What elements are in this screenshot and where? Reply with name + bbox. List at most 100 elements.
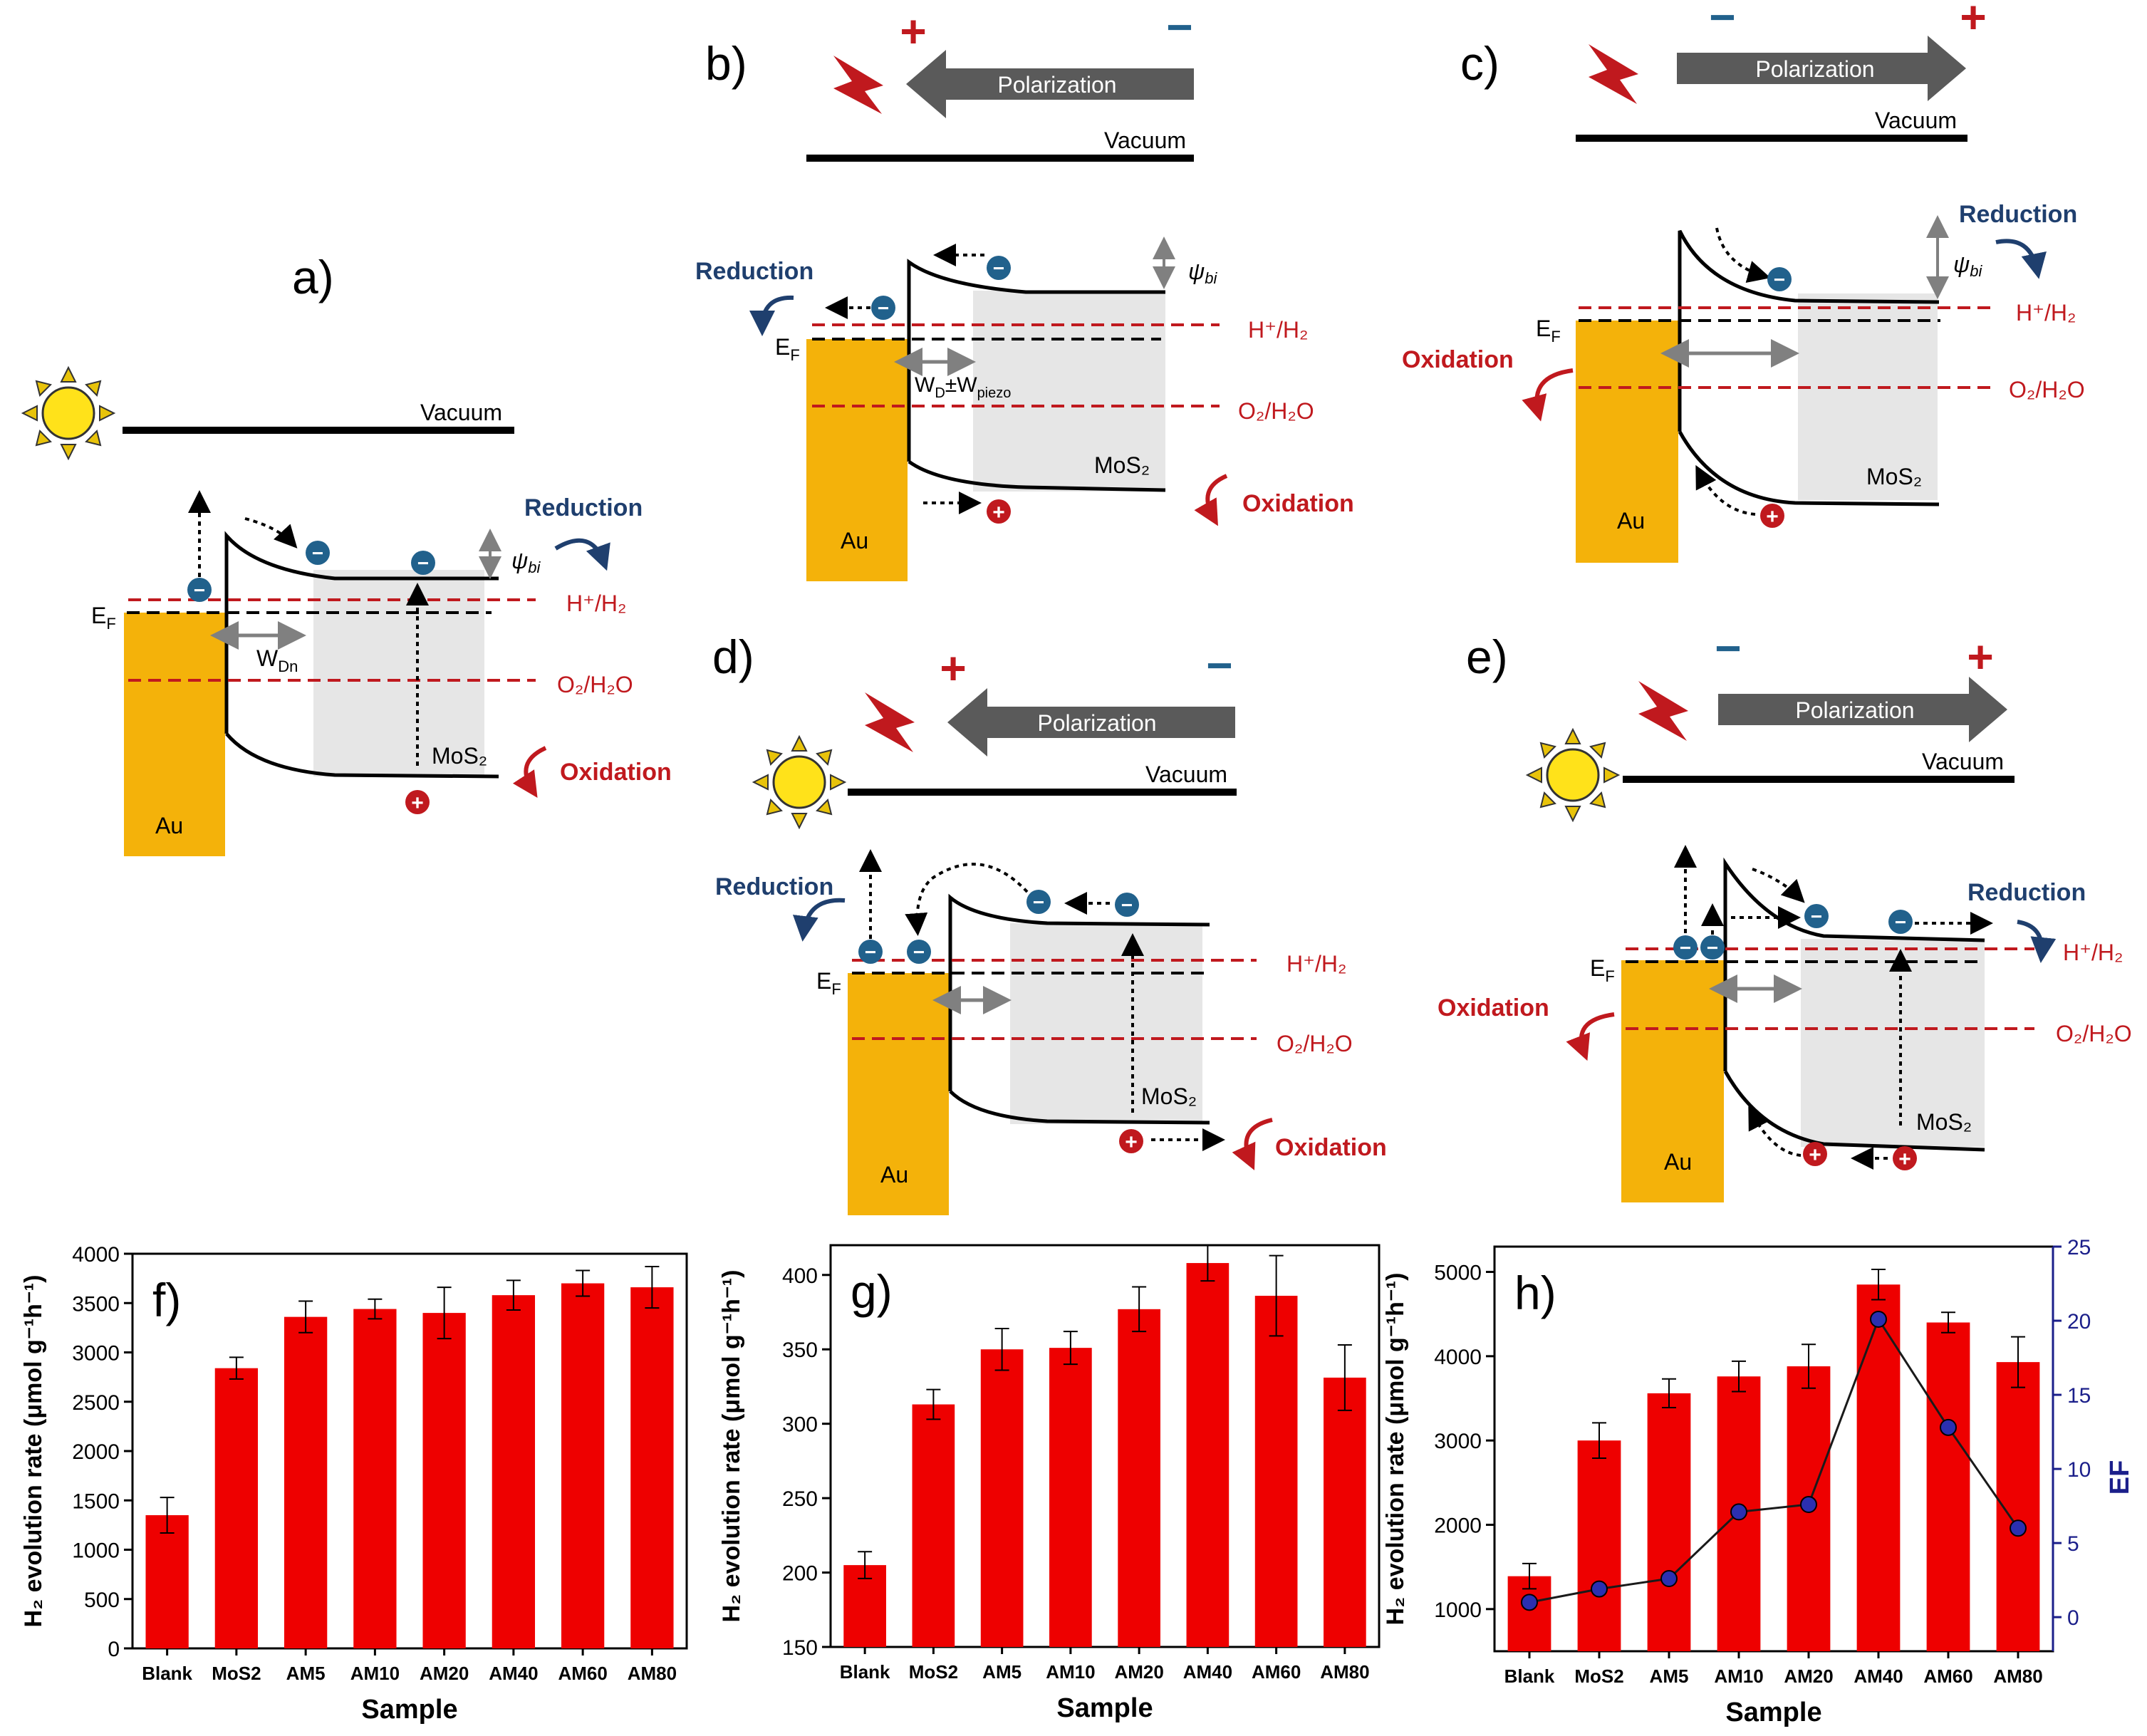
panel-label: f)	[152, 1274, 181, 1326]
au-label: Au	[1664, 1149, 1692, 1175]
bar	[1926, 1322, 1970, 1651]
ef-point	[1870, 1310, 1887, 1328]
y-tick-label: 2000	[1434, 1514, 1482, 1538]
bar	[630, 1287, 674, 1648]
right-y-tick-label: 15	[2067, 1384, 2091, 1408]
bar	[145, 1515, 189, 1648]
svg-text:−: −	[913, 941, 925, 963]
o2-label: O₂/H₂O	[1238, 398, 1314, 424]
svg-text:−: −	[194, 579, 205, 601]
svg-text:−: −	[1680, 937, 1691, 959]
au-label: Au	[880, 1162, 908, 1187]
y-tick-label: 1000	[1434, 1599, 1482, 1622]
conduction-band	[948, 893, 1210, 1091]
ef-label: EF	[816, 968, 841, 998]
lightning-icon	[1638, 681, 1688, 741]
au-label: Au	[841, 528, 868, 553]
oxidation-label: Oxidation	[1438, 994, 1549, 1022]
panel-a-label: a)	[292, 251, 334, 303]
y-tick-label: 1000	[72, 1539, 120, 1563]
electron: −	[411, 551, 435, 575]
y-tick-label: 350	[782, 1339, 818, 1362]
electron: −	[907, 940, 931, 964]
lightning-icon	[833, 56, 883, 114]
y-tick-label: 4000	[72, 1243, 120, 1267]
bar	[1324, 1377, 1366, 1647]
au-block	[124, 613, 225, 856]
svg-text:−: −	[1121, 894, 1133, 916]
psi-label: ψbi	[1188, 259, 1218, 287]
au-block	[806, 339, 908, 581]
oxidation-label: Oxidation	[1242, 490, 1354, 517]
x-tick-label: AM5	[1650, 1665, 1689, 1687]
ef-point	[1660, 1570, 1678, 1588]
polarization-arrow	[1718, 677, 2007, 742]
x-tick-label: Blank	[840, 1661, 890, 1683]
x-tick-label: AM60	[558, 1663, 607, 1684]
mos2-label: MoS₂	[1866, 464, 1922, 489]
oxidation-curve-arrow	[1194, 474, 1228, 526]
vacuum-label: Vacuum	[1104, 128, 1186, 153]
y-tick-label: 500	[84, 1589, 120, 1612]
au-label: Au	[1617, 508, 1645, 534]
hole-transfer-arrow	[1695, 464, 1756, 516]
bar	[214, 1368, 259, 1648]
y-tick-label: 200	[782, 1562, 818, 1586]
panel-label: g)	[851, 1265, 893, 1318]
vacuum-label: Vacuum	[1922, 749, 2004, 774]
y-tick-label: 1500	[72, 1490, 120, 1513]
polarization-arrow	[947, 688, 1235, 757]
x-tick-label: AM60	[1923, 1665, 1972, 1687]
y-tick-label: 250	[782, 1487, 818, 1511]
y-axis-label: H₂ evolution rate (μmol g⁻¹h⁻¹)	[718, 1270, 745, 1623]
ef-point	[2010, 1519, 2027, 1537]
svg-text:+: +	[411, 791, 424, 815]
oxidation-label: Oxidation	[560, 759, 672, 786]
h2-label: H⁺/H₂	[1286, 951, 1346, 977]
panel-b: b) + − Polarization Vacuum Au H⁺/H₂ O₂/H…	[695, 1, 1354, 581]
bar	[1118, 1309, 1160, 1647]
valence-band	[1678, 430, 1940, 506]
svg-text:−: −	[878, 297, 889, 319]
electron: −	[187, 578, 212, 602]
hole: +	[1119, 1129, 1143, 1154]
h2-label: H⁺/H₂	[2063, 940, 2123, 965]
x-tick-label: AM60	[1252, 1661, 1301, 1683]
hole: +	[405, 790, 430, 815]
right-y-tick-label: 0	[2067, 1606, 2079, 1630]
reduction-curve-arrow	[554, 538, 610, 571]
panel-c: c) − + Polarization Vacuum Au H⁺/H₂ O₂/H…	[1402, 0, 2085, 563]
ef-point	[1730, 1503, 1747, 1521]
h2-label: H⁺/H₂	[1248, 317, 1308, 343]
y-axis-label: H₂ evolution rate (μmol g⁻¹h⁻¹)	[1382, 1273, 1409, 1626]
y-tick-label: 3500	[72, 1292, 120, 1316]
electron: −	[1700, 935, 1725, 960]
sun-icon	[21, 365, 116, 461]
svg-text:−: −	[1811, 905, 1822, 927]
x-tick-label: AM40	[1854, 1665, 1903, 1687]
psi-label: ψbi	[511, 548, 541, 576]
svg-text:+: +	[1766, 505, 1779, 529]
x-tick-label: AM40	[1183, 1661, 1232, 1683]
reduction-curve-arrow	[1995, 239, 2047, 279]
ef-point	[1800, 1496, 1817, 1514]
y-tick-label: 400	[782, 1264, 818, 1288]
conduction-band	[224, 531, 499, 734]
lightning-icon	[1589, 44, 1638, 104]
panel-d: d) + − Polarization Vacuum Au H⁺/H₂ O₂/H…	[712, 630, 1387, 1215]
x-tick-label: Blank	[1504, 1665, 1555, 1687]
ef-label: EF	[1536, 316, 1561, 345]
electron: −	[1804, 904, 1829, 928]
oxidation-curve-arrow	[1232, 1118, 1273, 1170]
bar	[1254, 1296, 1298, 1647]
panel-e-label: e)	[1466, 630, 1508, 683]
reduction-label: Reduction	[695, 258, 813, 285]
depletion-region	[1798, 293, 1938, 500]
bar	[980, 1349, 1024, 1647]
conduction-band	[1723, 857, 1985, 1071]
panel-a: a) Vacuum Au H⁺/H₂ O₂/H₂O EF WDn MoS₂ ψb…	[21, 251, 672, 856]
oxidation-curve-arrow	[1566, 1012, 1615, 1061]
svg-text:+: +	[1125, 1131, 1138, 1154]
vacuum-label: Vacuum	[420, 400, 502, 425]
